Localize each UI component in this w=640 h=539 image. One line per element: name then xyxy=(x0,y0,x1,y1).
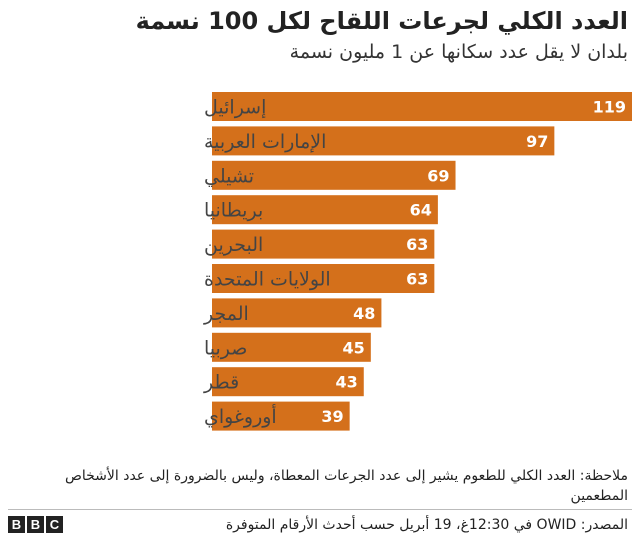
category-label: أوروغواي xyxy=(204,404,277,428)
footer: B B C المصدر: OWID في 12:30غ، 19 أبريل ح… xyxy=(8,514,632,536)
bar-value-label: 63 xyxy=(406,235,428,254)
source-text: المصدر: OWID في 12:30غ، 19 أبريل حسب أحد… xyxy=(225,517,628,533)
category-label: المجر xyxy=(203,303,249,325)
chart-note: ملاحظة: العدد الكلي للطعوم يشير إلى عدد … xyxy=(64,468,628,504)
bar-7 xyxy=(212,332,371,362)
bbc-logo-letter: C xyxy=(46,516,63,533)
bar-value-label: 64 xyxy=(410,201,432,220)
bar-9 xyxy=(212,401,350,431)
category-label: تشيلي xyxy=(204,165,254,187)
bar-chart: 119 إسرائيل 97 الإمارات العربية 69 تشيلي 64 بري… xyxy=(203,92,632,431)
bar-6 xyxy=(212,298,382,328)
bar-value-label: 43 xyxy=(335,373,357,392)
bar-value-label: 48 xyxy=(353,304,375,323)
bar-value-label: 45 xyxy=(343,338,365,357)
bar-5 xyxy=(212,264,435,293)
bar-value-label: 97 xyxy=(526,132,548,151)
bar-value-label: 69 xyxy=(427,166,449,185)
category-label: إسرائيل xyxy=(204,97,266,120)
bar-8 xyxy=(212,367,364,397)
category-label: الولايات المتحدة xyxy=(204,269,331,291)
bbc-logo: B B C xyxy=(8,516,63,533)
bar-3 xyxy=(212,195,438,225)
chart-subtitle: بلدان لا يقل عدد سكانها عن 1 مليون نسمة xyxy=(289,41,628,63)
bar-1 xyxy=(212,126,555,156)
bbc-logo-letter: B xyxy=(8,516,25,533)
bar-4 xyxy=(212,229,435,259)
category-label: قطر xyxy=(203,372,239,394)
footer-divider xyxy=(8,509,632,510)
bar-0 xyxy=(212,92,632,121)
bar-value-label: 119 xyxy=(593,98,626,117)
category-label: صربيا xyxy=(204,337,247,359)
chart-title: العدد الكلي لجرعات اللقاح لكل 100 نسمة xyxy=(135,7,628,35)
category-label: بريطانيا xyxy=(204,200,263,222)
bbc-logo-letter: B xyxy=(27,516,44,533)
category-label: الإمارات العربية xyxy=(204,131,326,153)
bar-2 xyxy=(212,160,456,190)
bar-value-label: 39 xyxy=(321,407,343,426)
bar-value-label: 63 xyxy=(406,270,428,289)
category-label: البحرين xyxy=(204,234,263,256)
